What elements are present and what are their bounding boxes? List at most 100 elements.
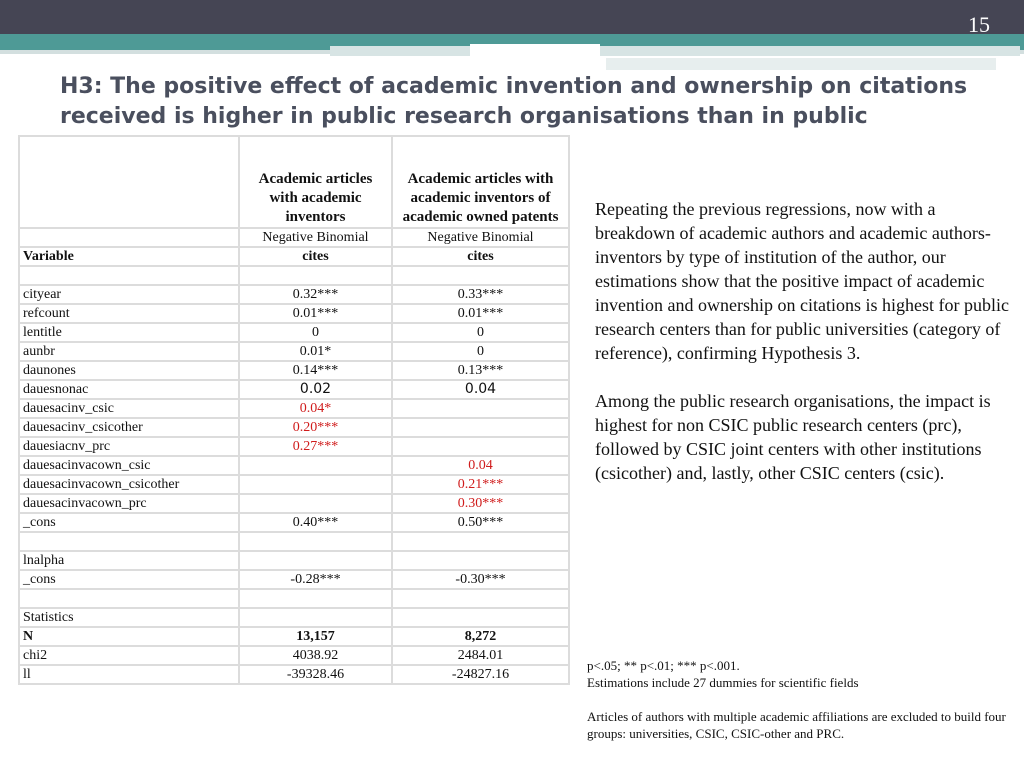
row-label: dauesacinvacown_prc [18, 493, 240, 514]
cell-highlight: 0.21*** [391, 474, 570, 495]
table-row: dauesacinv_csicother 0.20*** [18, 417, 570, 438]
commentary-paragraph: Among the public research organisations,… [595, 391, 991, 483]
table-row: dauesacinv_csic 0.04* [18, 398, 570, 419]
accent-gap [470, 44, 600, 64]
table-row: dauesacinvacown_prc 0.30*** [18, 493, 570, 514]
cell-highlight: 0.20*** [238, 417, 393, 438]
cell: 8,272 [391, 626, 570, 647]
cell: 0 [391, 322, 570, 343]
table-row: lnalpha [18, 550, 570, 571]
row-label: ll [18, 664, 240, 685]
table-row: lentitle 0 0 [18, 322, 570, 343]
commentary: Repeating the previous regressions, now … [595, 197, 1010, 485]
table-row: dauesnonac 0.02 0.04 [18, 379, 570, 400]
dummies-note: Estimations include 27 dummies for scien… [587, 675, 859, 690]
accent-stripe [330, 46, 1020, 56]
table-row: Negative Binomial Negative Binomial [18, 227, 570, 248]
cell: 0 [391, 341, 570, 362]
cell [391, 550, 570, 571]
cell: -24827.16 [391, 664, 570, 685]
row-label: daunones [18, 360, 240, 381]
cell [238, 607, 393, 628]
cell: 4038.92 [238, 645, 393, 666]
cell [238, 474, 393, 495]
table-row: dauesacinvacown_csicother 0.21*** [18, 474, 570, 495]
row-label: N [18, 626, 240, 647]
row-label: refcount [18, 303, 240, 324]
table-row: ll -39328.46 -24827.16 [18, 664, 570, 685]
cell: 2484.01 [391, 645, 570, 666]
dep-col1: cites [238, 246, 393, 267]
cell: 0.01*** [238, 303, 393, 324]
cell: -0.28*** [238, 569, 393, 590]
cell: 0.33*** [391, 284, 570, 305]
page-number: 15 [968, 12, 990, 37]
row-label: aunbr [18, 341, 240, 362]
cell-highlight: 0.27*** [238, 436, 393, 457]
table-row: Statistics [18, 607, 570, 628]
table-row: refcount 0.01*** 0.01*** [18, 303, 570, 324]
cell [391, 417, 570, 438]
cell-highlight: 0.30*** [391, 493, 570, 514]
cell: 0.50*** [391, 512, 570, 533]
table-row: N 13,157 8,272 [18, 626, 570, 647]
cell-highlight: 0.04* [238, 398, 393, 419]
col1-header: Academic articles with academic inventor… [238, 135, 393, 229]
table-row: _cons 0.40*** 0.50*** [18, 512, 570, 533]
cell [238, 493, 393, 514]
cell [238, 455, 393, 476]
cell-highlight: 0.04 [391, 455, 570, 476]
cell: 0.40*** [238, 512, 393, 533]
col2-header: Academic articles with academic inventor… [391, 135, 570, 229]
cell: 0.01*** [391, 303, 570, 324]
commentary-paragraph: Repeating the previous regressions, now … [595, 199, 1009, 363]
row-label: dauesacinvacown_csic [18, 455, 240, 476]
cell: 0.01* [238, 341, 393, 362]
cell [391, 436, 570, 457]
cell: 0.32*** [238, 284, 393, 305]
table-notes: p<.05; ** p<.01; *** p<.001. Estimations… [587, 657, 1007, 742]
cell: 0.04 [391, 379, 570, 400]
row-label: dauesacinv_csic [18, 398, 240, 419]
header-bar [0, 0, 1024, 34]
table-row: _cons -0.28*** -0.30*** [18, 569, 570, 590]
cell: 13,157 [238, 626, 393, 647]
cell [391, 607, 570, 628]
cell [238, 550, 393, 571]
row-label: _cons [18, 512, 240, 533]
cell: -39328.46 [238, 664, 393, 685]
table-row: chi2 4038.92 2484.01 [18, 645, 570, 666]
row-label: lentitle [18, 322, 240, 343]
row-label: dauesacinvacown_csicother [18, 474, 240, 495]
variable-header: Variable [18, 246, 240, 267]
table-row: aunbr 0.01* 0 [18, 341, 570, 362]
table-row [18, 531, 570, 552]
model-col2: Negative Binomial [391, 227, 570, 248]
row-label: chi2 [18, 645, 240, 666]
cell: 0.14*** [238, 360, 393, 381]
model-col1: Negative Binomial [238, 227, 393, 248]
empty-cell [18, 135, 240, 229]
cell: 0 [238, 322, 393, 343]
table-row: cityear 0.32*** 0.33*** [18, 284, 570, 305]
accent-stripe [606, 58, 996, 70]
row-label: dauesiacnv_prc [18, 436, 240, 457]
dep-col2: cites [391, 246, 570, 267]
significance-note: p<.05; ** p<.01; *** p<.001. [587, 658, 740, 673]
row-label: dauesnonac [18, 379, 240, 400]
note-gap [587, 691, 1007, 708]
cell [391, 398, 570, 419]
row-label: lnalpha [18, 550, 240, 571]
cell: 0.02 [238, 379, 393, 400]
row-label: Statistics [18, 607, 240, 628]
row-label: cityear [18, 284, 240, 305]
row-label: _cons [18, 569, 240, 590]
row-label: dauesacinv_csicother [18, 417, 240, 438]
regression-table: Academic articles with academic inventor… [18, 135, 570, 685]
cell: 0.13*** [391, 360, 570, 381]
table-row: dauesacinvacown_csic 0.04 [18, 455, 570, 476]
table-header-row: Academic articles with academic inventor… [18, 135, 570, 229]
table-row [18, 588, 570, 609]
table-row: Variable cites cites [18, 246, 570, 267]
paragraph-gap [595, 365, 1010, 389]
